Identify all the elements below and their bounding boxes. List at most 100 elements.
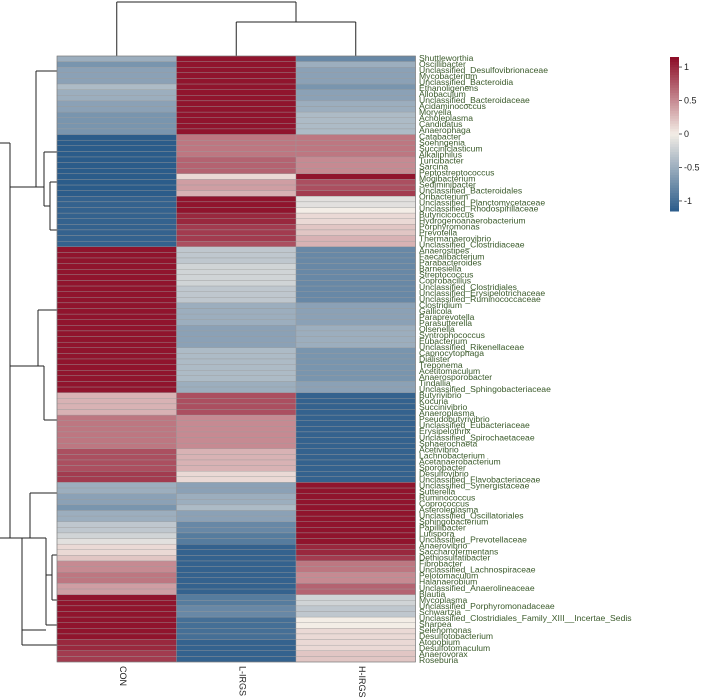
heatmap-cell	[56, 61, 177, 68]
heatmap-cell	[56, 566, 177, 573]
heatmap-cell	[295, 179, 416, 186]
colorbar-segment	[670, 177, 679, 181]
heatmap-cell	[176, 459, 297, 466]
heatmap-cell	[295, 319, 416, 326]
heatmap-cell	[56, 515, 177, 522]
heatmap-cell	[295, 55, 416, 62]
colorbar-segment	[670, 62, 679, 66]
heatmap-cell	[56, 409, 177, 416]
row-label: Peptostreptococcus	[419, 167, 494, 177]
heatmap-cell	[56, 398, 177, 405]
heatmap-cell	[176, 61, 297, 68]
colorbar-segment	[670, 157, 679, 161]
colorbar-tick-label: -1	[684, 196, 692, 206]
heatmap-cell	[176, 100, 297, 107]
row-label: Unclassified_Oscillatoriales	[419, 511, 524, 521]
heatmap-cell	[56, 499, 177, 506]
heatmap-cell	[56, 269, 177, 276]
heatmap-cell	[295, 297, 416, 304]
heatmap-cell	[56, 633, 177, 640]
heatmap-cell	[56, 644, 177, 651]
heatmap-cell	[56, 291, 177, 298]
row-label: Sediminibacter	[419, 179, 476, 189]
heatmap-cell	[295, 611, 416, 618]
heatmap-cell	[176, 364, 297, 371]
heatmap-cell	[56, 78, 177, 85]
heatmap-cell	[295, 246, 416, 253]
colorbar-segment	[670, 180, 679, 184]
heatmap-cell	[56, 139, 177, 146]
column-label: L-IRGS	[237, 666, 247, 696]
heatmap-cell	[295, 285, 416, 292]
heatmap-cell	[176, 274, 297, 281]
heatmap-cell	[56, 325, 177, 332]
row-label: Anaeroplasma	[419, 408, 475, 418]
row-label: Hydrogenoanaerobacterium	[419, 216, 526, 226]
heatmap-cell	[295, 414, 416, 421]
heatmap-cell	[295, 577, 416, 584]
heatmap-cell	[56, 353, 177, 360]
column-label: CON	[118, 666, 128, 686]
heatmap-cell	[176, 611, 297, 618]
heatmap-cell	[295, 583, 416, 590]
heatmap-cell	[295, 493, 416, 500]
heatmap-cell	[176, 471, 297, 478]
heatmap-cell	[295, 650, 416, 657]
heatmap-cell	[56, 117, 177, 124]
colorbar-segment	[670, 144, 679, 148]
colorbar-segment	[670, 151, 679, 156]
heatmap-cell	[176, 403, 297, 410]
heatmap-cell	[176, 285, 297, 292]
heatmap-cell	[176, 538, 297, 545]
heatmap-cell	[176, 639, 297, 646]
heatmap-cell	[176, 179, 297, 186]
row-label: Sharpea	[419, 619, 452, 629]
heatmap-cell	[56, 616, 177, 623]
heatmap-cell	[295, 605, 416, 612]
heatmap-cell	[176, 375, 297, 382]
heatmap-cell	[295, 280, 416, 287]
heatmap-cell	[295, 240, 416, 247]
heatmap-cell	[176, 572, 297, 579]
heatmap-cell	[295, 89, 416, 96]
heatmap-cell	[56, 510, 177, 517]
heatmap-cell	[56, 538, 177, 545]
row-label: Gallicola	[419, 306, 452, 316]
colorbar-segment	[670, 195, 679, 199]
heatmap-cell	[295, 156, 416, 163]
heatmap-cell	[295, 358, 416, 365]
heatmap-cell	[56, 560, 177, 567]
colorbar-segment	[670, 203, 679, 207]
heatmap-cell	[176, 67, 297, 74]
colorbar-segment	[670, 198, 679, 202]
colorbar-segment	[670, 105, 679, 109]
row-label: Alkaliphilus	[419, 149, 462, 159]
heatmap-cell	[295, 487, 416, 494]
heatmap-cell	[176, 240, 297, 247]
colorbar-segment	[670, 141, 679, 145]
heatmap-cell	[176, 600, 297, 607]
row-label: Sporobacter	[419, 462, 466, 472]
heatmap-cell	[176, 560, 297, 567]
heatmap-cell	[176, 487, 297, 494]
heatmap-cell	[176, 628, 297, 635]
heatmap-cell	[56, 527, 177, 534]
heatmap-cell	[56, 190, 177, 197]
heatmap-cell	[176, 555, 297, 562]
row-label: Lutispora	[419, 529, 455, 539]
heatmap-cell	[176, 319, 297, 326]
heatmap-cell	[176, 106, 297, 113]
heatmap-cell	[295, 341, 416, 348]
heatmap-cell	[56, 128, 177, 135]
colorbar-segment	[670, 72, 679, 76]
column-dendrogram	[116, 1, 357, 56]
heatmap-cell	[176, 313, 297, 320]
colorbar-segment	[670, 100, 679, 104]
heatmap-cell	[176, 358, 297, 365]
heatmap-cell	[176, 521, 297, 528]
row-label: Sutterella	[419, 486, 456, 496]
row-label: Thermanaerovibrio	[419, 234, 491, 244]
heatmap-cell	[176, 527, 297, 534]
heatmap-cell	[56, 235, 177, 242]
heatmap-cell	[56, 285, 177, 292]
